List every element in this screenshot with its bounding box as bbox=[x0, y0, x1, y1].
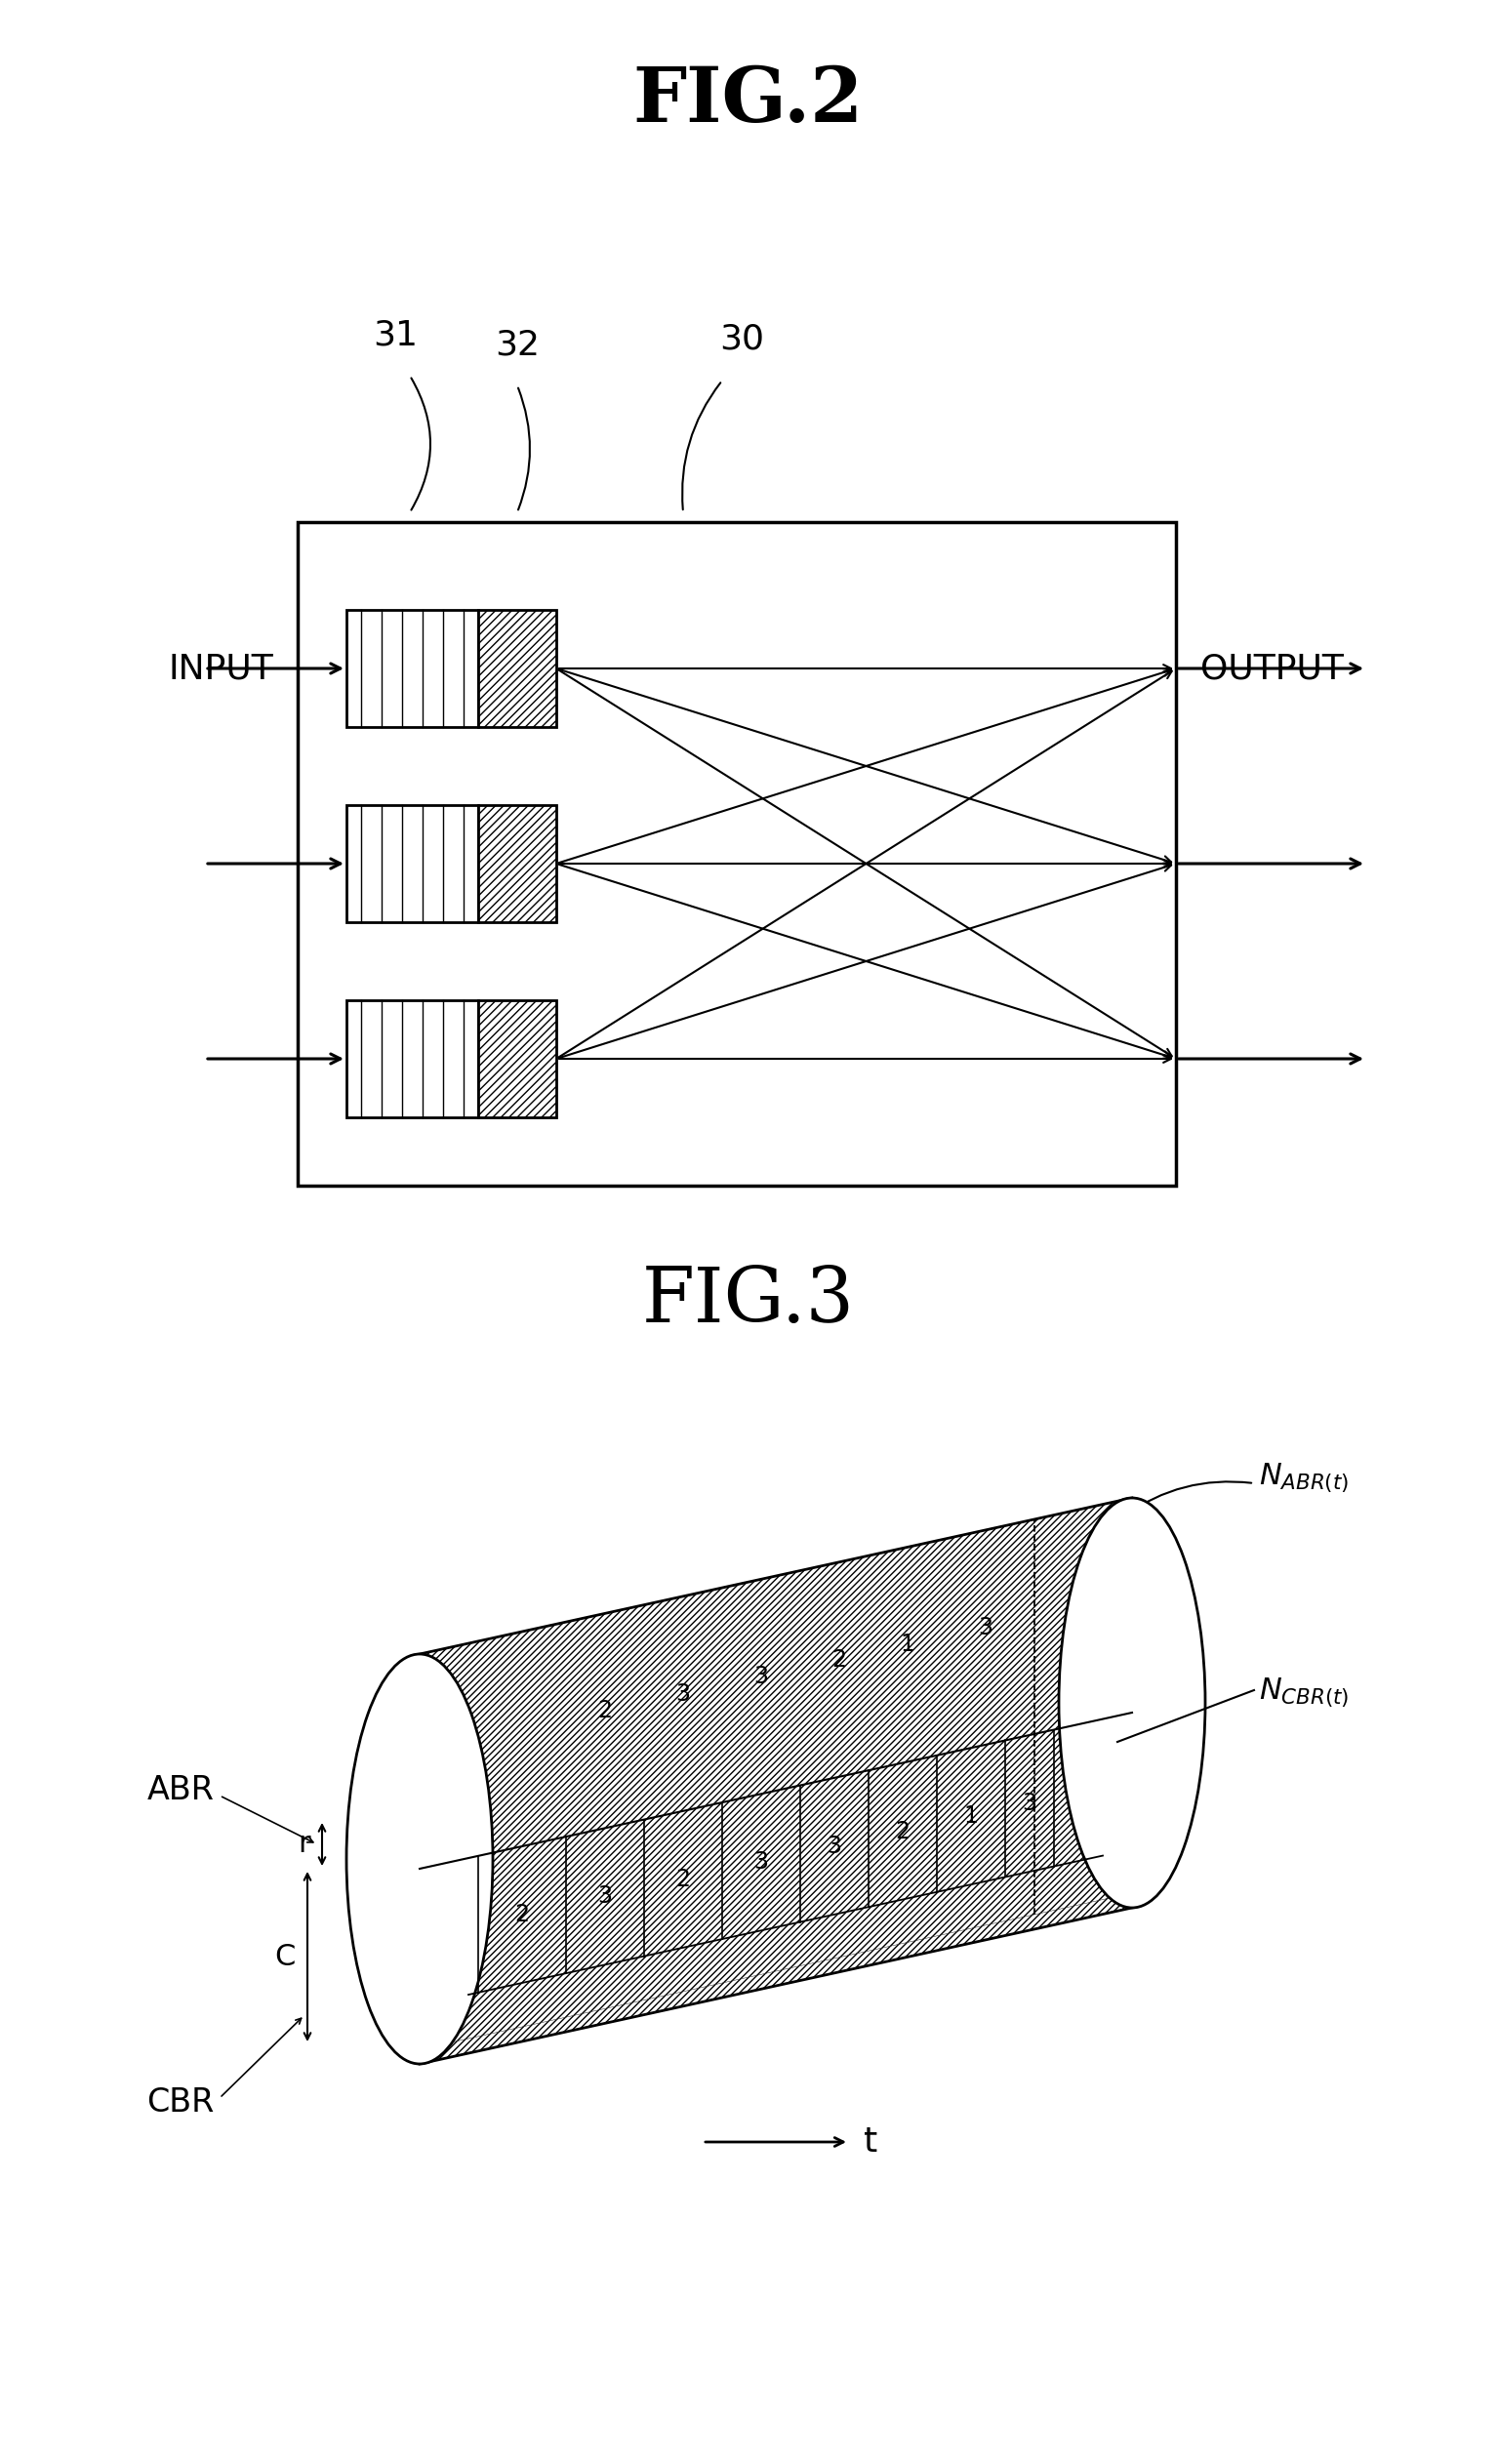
Text: $N_{CBR(t)}$: $N_{CBR(t)}$ bbox=[1258, 1676, 1350, 1710]
Text: 1: 1 bbox=[963, 1804, 978, 1828]
Text: 3: 3 bbox=[676, 1683, 691, 1705]
Text: 2: 2 bbox=[831, 1648, 846, 1671]
Text: 2: 2 bbox=[896, 1818, 909, 1843]
Text: INPUT: INPUT bbox=[168, 653, 273, 685]
Bar bbox=[478, 611, 556, 727]
Text: CBR: CBR bbox=[147, 2087, 214, 2119]
Ellipse shape bbox=[346, 1653, 493, 2065]
Text: 31: 31 bbox=[373, 318, 418, 352]
Text: 3: 3 bbox=[978, 1616, 993, 1639]
Polygon shape bbox=[419, 1498, 1132, 2065]
Bar bbox=[478, 1000, 556, 1116]
Text: $N_{ABR(t)}$: $N_{ABR(t)}$ bbox=[1258, 1461, 1348, 1496]
Bar bbox=[346, 806, 478, 922]
Text: C: C bbox=[274, 1942, 295, 1971]
Text: ABR: ABR bbox=[147, 1774, 214, 1806]
Text: 2: 2 bbox=[676, 1868, 691, 1890]
Text: OUTPUT: OUTPUT bbox=[1200, 653, 1344, 685]
Text: 2: 2 bbox=[515, 1902, 529, 1927]
Text: r: r bbox=[298, 1831, 310, 1858]
Text: FIG.2: FIG.2 bbox=[634, 64, 864, 138]
Bar bbox=[346, 1000, 478, 1116]
Text: 3: 3 bbox=[753, 1666, 768, 1688]
Text: 30: 30 bbox=[719, 323, 764, 357]
Bar bbox=[346, 611, 478, 727]
Text: 3: 3 bbox=[598, 1885, 613, 1907]
Ellipse shape bbox=[1059, 1498, 1206, 1907]
Bar bbox=[478, 806, 556, 922]
Text: FIG.3: FIG.3 bbox=[643, 1264, 855, 1338]
Text: 1: 1 bbox=[900, 1634, 915, 1656]
Bar bbox=[298, 522, 1176, 1185]
Text: 32: 32 bbox=[494, 328, 539, 362]
Text: 3: 3 bbox=[753, 1850, 768, 1875]
Text: 3: 3 bbox=[1022, 1791, 1037, 1816]
Polygon shape bbox=[419, 1712, 1132, 2050]
Text: 2: 2 bbox=[598, 1700, 613, 1722]
Text: 3: 3 bbox=[827, 1833, 842, 1858]
Text: t: t bbox=[864, 2126, 878, 2158]
